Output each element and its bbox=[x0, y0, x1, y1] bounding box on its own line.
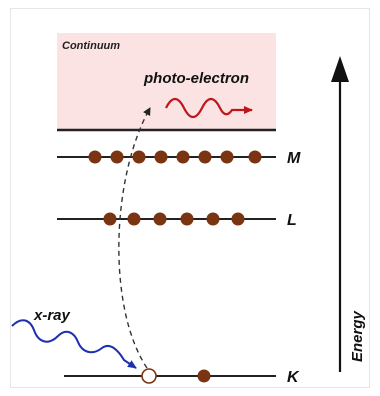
level-k-label: K bbox=[287, 369, 300, 386]
level-m-electrons bbox=[88, 150, 262, 164]
electron bbox=[198, 150, 212, 164]
electron bbox=[248, 150, 262, 164]
xray-label: x-ray bbox=[33, 307, 71, 324]
ejection-path bbox=[118, 107, 151, 369]
level-l-label: L bbox=[287, 212, 297, 229]
photo-electron-wave bbox=[165, 97, 253, 119]
continuum-label: Continuum bbox=[62, 40, 120, 52]
electron bbox=[231, 212, 245, 226]
electron bbox=[180, 212, 194, 226]
electron bbox=[220, 150, 234, 164]
electron bbox=[88, 150, 102, 164]
electron bbox=[154, 150, 168, 164]
energy-axis-label: Energy bbox=[349, 310, 366, 362]
electron bbox=[197, 369, 211, 383]
electron bbox=[206, 212, 220, 226]
vacancy-hole bbox=[141, 368, 157, 384]
xray-wave bbox=[11, 319, 137, 369]
continuum-region bbox=[57, 33, 276, 129]
level-l-electrons bbox=[103, 212, 245, 226]
energy-axis-arrowhead bbox=[331, 56, 349, 82]
electron bbox=[153, 212, 167, 226]
photo-electron-label: photo-electron bbox=[143, 70, 249, 87]
electron bbox=[103, 212, 117, 226]
level-m-label: M bbox=[287, 150, 301, 167]
electron bbox=[176, 150, 190, 164]
electron bbox=[127, 212, 141, 226]
electron bbox=[132, 150, 146, 164]
electron bbox=[110, 150, 124, 164]
